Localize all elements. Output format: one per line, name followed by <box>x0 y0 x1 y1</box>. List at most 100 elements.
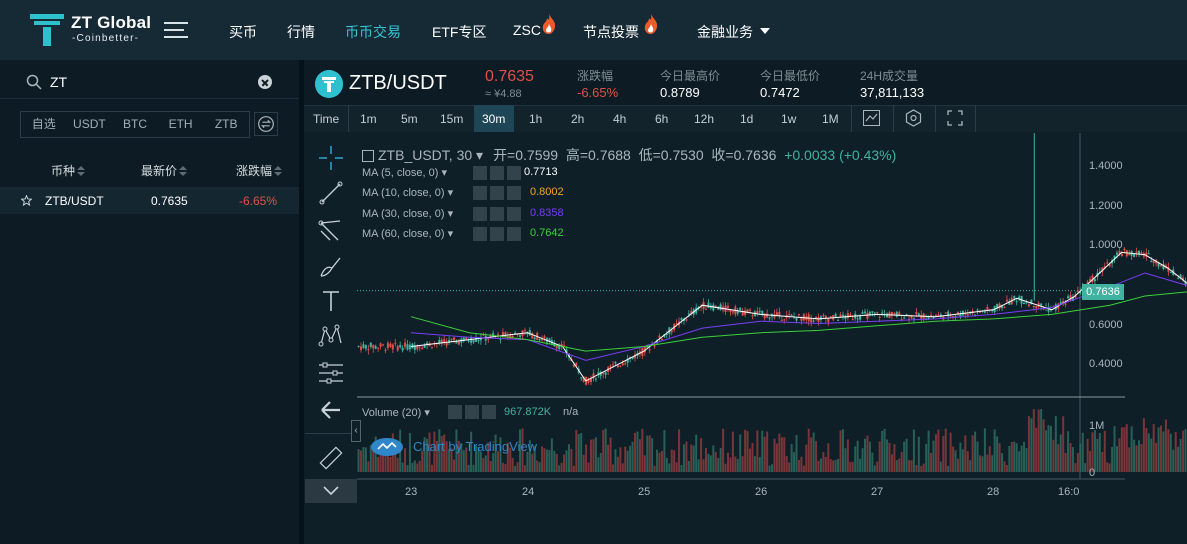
chevron-down-icon <box>323 486 339 496</box>
candle-body <box>1108 264 1111 267</box>
tf-1M[interactable]: 1M <box>822 112 839 126</box>
candle-body <box>467 340 470 342</box>
candle-body <box>822 315 825 317</box>
pitchfork-icon[interactable] <box>318 217 344 243</box>
candle-body <box>386 342 389 348</box>
volume-bar <box>477 447 480 472</box>
fullscreen-icon[interactable] <box>947 110 963 126</box>
col-change[interactable]: 涨跌幅 <box>236 162 283 179</box>
tab-usdt[interactable]: USDT <box>73 117 106 131</box>
row-pair: ZTB/USDT <box>45 194 104 208</box>
ma10-legend[interactable]: MA (10, close, 0) ▾ <box>362 187 454 199</box>
tf-5m[interactable]: 5m <box>401 112 418 126</box>
nav-zsc[interactable]: ZSC <box>513 14 556 38</box>
pattern-icon[interactable] <box>318 323 344 349</box>
nav-finance[interactable]: 金融业务 <box>697 22 770 42</box>
menu-icon[interactable] <box>164 20 190 40</box>
ma30-legend[interactable]: MA (30, close, 0) ▾ <box>362 208 454 220</box>
tf-2h[interactable]: 2h <box>571 112 585 126</box>
nav-node-vote[interactable]: 节点投票 <box>583 14 658 42</box>
candle-body <box>575 363 578 366</box>
legend-buttons[interactable] <box>473 227 523 241</box>
candle-body <box>976 309 979 311</box>
legend-buttons[interactable] <box>473 207 523 221</box>
legend-symbol[interactable]: ZTB_USDT, 30 <box>378 147 473 163</box>
candle-body <box>563 345 566 347</box>
y-tick: 0.4000 <box>1089 358 1123 370</box>
arrow-left-icon[interactable] <box>318 397 344 423</box>
volume-bar <box>492 453 495 472</box>
volume-bar <box>815 440 818 472</box>
chart-style-icon[interactable] <box>863 110 880 126</box>
col-last-price[interactable]: 最新价 <box>141 162 188 179</box>
nav-spot-trading[interactable]: 币币交易 <box>345 24 401 40</box>
collapse-toolbar-button[interactable]: ‹ <box>351 420 361 442</box>
candle-body <box>827 318 830 323</box>
candle-body <box>788 314 791 316</box>
brush-icon[interactable] <box>318 254 344 280</box>
volume-bar <box>594 437 597 472</box>
table-row[interactable]: ZTB/USDT 0.7635 -6.65% <box>0 187 299 214</box>
candle-body <box>619 365 622 367</box>
collapse-legend-icon[interactable] <box>362 150 374 163</box>
volume-bar <box>756 430 759 472</box>
legend-buttons[interactable] <box>473 186 523 200</box>
candle-body <box>780 319 783 321</box>
crosshair-icon[interactable] <box>318 145 344 171</box>
price-chart[interactable] <box>357 133 1187 503</box>
search-input[interactable] <box>50 72 240 92</box>
tf-1d[interactable]: 1d <box>740 112 754 126</box>
volume-bar <box>1074 463 1077 472</box>
nav-buy-coin[interactable]: 买币 <box>229 24 257 40</box>
tf-1h[interactable]: 1h <box>529 112 543 126</box>
tradingview-watermark: Chart by TradingView <box>413 439 538 454</box>
tf-1w[interactable]: 1w <box>781 112 797 126</box>
trendline-icon[interactable] <box>318 180 344 206</box>
tf-12h[interactable]: 12h <box>694 112 715 126</box>
tf-time[interactable]: Time <box>313 112 340 126</box>
volume-bar <box>726 452 729 472</box>
clear-search-icon[interactable] <box>258 75 272 89</box>
settings-icon[interactable] <box>905 109 922 127</box>
volume-bar <box>550 438 553 472</box>
candle-body <box>1037 303 1040 307</box>
swap-icon[interactable] <box>254 112 278 136</box>
volume-bar <box>1111 447 1114 472</box>
volume-bar <box>788 462 791 472</box>
tab-favorites[interactable]: 自选 <box>31 117 56 131</box>
volume-bar <box>1160 425 1163 472</box>
volume-bar <box>1172 449 1175 472</box>
volume-bar <box>766 431 769 472</box>
volume-bar <box>545 449 548 472</box>
candle-body <box>519 335 522 337</box>
candle-body <box>462 337 465 342</box>
tab-btc[interactable]: BTC <box>122 117 147 131</box>
nav-market[interactable]: 行情 <box>287 24 315 40</box>
tf-6h[interactable]: 6h <box>655 112 669 126</box>
nav-etf[interactable]: ETF专区 <box>432 24 487 40</box>
volume-legend[interactable]: Volume (20) ▾ <box>362 407 430 419</box>
volume-bar <box>634 432 637 472</box>
tf-4h[interactable]: 4h <box>613 112 627 126</box>
col-coin[interactable]: 币种 <box>51 162 86 179</box>
candle-body <box>658 335 661 339</box>
legend-buttons[interactable] <box>448 405 498 419</box>
volume-bar <box>585 444 588 472</box>
ruler-icon[interactable] <box>318 445 344 471</box>
volume-bar <box>1081 432 1084 472</box>
legend-buttons[interactable] <box>473 166 523 180</box>
ma5-legend[interactable]: MA (5, close, 0) ▾ <box>362 167 447 179</box>
tf-30m[interactable]: 30m <box>482 112 506 126</box>
star-icon[interactable] <box>21 195 32 206</box>
fib-icon[interactable] <box>318 360 344 386</box>
expand-toolbar-button[interactable] <box>305 479 357 503</box>
tab-ztb[interactable]: ZTB <box>214 117 238 131</box>
tab-eth[interactable]: ETH <box>168 117 193 131</box>
candle-body <box>859 315 862 320</box>
tf-15m[interactable]: 15m <box>440 112 464 126</box>
ma30-value: 0.8358 <box>530 207 564 219</box>
text-tool-icon[interactable] <box>318 288 344 314</box>
ma60-legend[interactable]: MA (60, close, 0) ▾ <box>362 228 454 240</box>
tf-1m[interactable]: 1m <box>360 112 377 126</box>
volume-bar <box>1091 432 1094 472</box>
